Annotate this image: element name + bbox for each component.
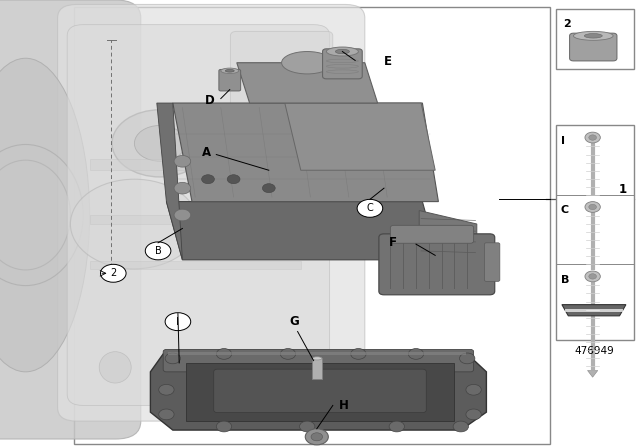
Ellipse shape [0, 58, 90, 372]
Circle shape [585, 202, 600, 212]
Circle shape [174, 182, 191, 194]
Bar [168, 352, 466, 355]
Text: C: C [561, 205, 569, 215]
Circle shape [589, 204, 596, 210]
Circle shape [216, 421, 232, 432]
Circle shape [585, 132, 600, 143]
Text: A: A [202, 146, 211, 159]
Bar [312, 358, 322, 379]
Circle shape [165, 353, 180, 364]
FancyBboxPatch shape [0, 0, 141, 439]
Circle shape [174, 209, 191, 221]
Polygon shape [173, 103, 438, 202]
Polygon shape [419, 211, 477, 260]
Ellipse shape [99, 352, 131, 383]
Text: B: B [561, 275, 569, 284]
Circle shape [216, 349, 232, 359]
FancyBboxPatch shape [570, 33, 617, 61]
Ellipse shape [157, 352, 189, 383]
Ellipse shape [225, 69, 234, 72]
Bar [90, 261, 301, 269]
Circle shape [159, 384, 174, 395]
Ellipse shape [312, 357, 322, 360]
Ellipse shape [214, 352, 246, 383]
FancyBboxPatch shape [214, 369, 426, 413]
Circle shape [351, 349, 366, 359]
Ellipse shape [221, 68, 239, 73]
FancyBboxPatch shape [230, 31, 333, 130]
Circle shape [70, 179, 198, 269]
FancyBboxPatch shape [58, 4, 365, 421]
Bar [556, 9, 634, 69]
Polygon shape [285, 103, 435, 170]
Circle shape [589, 274, 596, 279]
Circle shape [100, 264, 126, 282]
Text: C: C [367, 203, 373, 213]
Text: 476949: 476949 [575, 346, 614, 356]
FancyBboxPatch shape [163, 349, 474, 372]
Circle shape [159, 409, 174, 420]
FancyBboxPatch shape [67, 25, 330, 405]
Circle shape [466, 409, 481, 420]
Circle shape [112, 110, 208, 177]
Ellipse shape [584, 34, 602, 38]
Circle shape [453, 421, 468, 432]
Polygon shape [150, 354, 486, 430]
Ellipse shape [573, 31, 613, 40]
Circle shape [408, 349, 424, 359]
Polygon shape [157, 103, 182, 260]
Text: E: E [384, 55, 392, 69]
Ellipse shape [282, 52, 333, 74]
Circle shape [389, 421, 404, 432]
Bar [565, 309, 623, 312]
Text: H: H [339, 399, 349, 412]
Circle shape [280, 349, 296, 359]
Bar [90, 159, 301, 170]
Circle shape [466, 384, 481, 395]
Circle shape [165, 313, 191, 331]
FancyBboxPatch shape [323, 49, 362, 79]
Polygon shape [588, 370, 598, 377]
FancyBboxPatch shape [379, 234, 495, 295]
Polygon shape [186, 363, 454, 421]
Text: F: F [389, 236, 397, 250]
Circle shape [589, 135, 596, 140]
Text: 2: 2 [110, 268, 116, 278]
Circle shape [585, 271, 600, 282]
Circle shape [174, 155, 191, 167]
Text: I: I [561, 136, 564, 146]
Circle shape [305, 429, 328, 445]
Circle shape [300, 421, 315, 432]
Circle shape [145, 242, 171, 260]
Text: 1: 1 [619, 183, 627, 196]
Circle shape [134, 125, 186, 161]
Circle shape [460, 353, 475, 364]
Polygon shape [562, 305, 626, 316]
Bar [90, 215, 301, 224]
Circle shape [357, 199, 383, 217]
Text: I: I [177, 317, 179, 327]
Bar [74, 7, 550, 444]
FancyBboxPatch shape [390, 225, 474, 243]
Ellipse shape [335, 49, 349, 54]
Polygon shape [166, 202, 438, 260]
Polygon shape [237, 63, 378, 103]
Text: 2: 2 [563, 19, 571, 29]
FancyBboxPatch shape [219, 69, 241, 91]
FancyBboxPatch shape [484, 243, 500, 281]
Circle shape [311, 433, 323, 441]
Text: D: D [205, 94, 214, 108]
Circle shape [262, 184, 275, 193]
Text: B: B [155, 246, 161, 256]
Ellipse shape [326, 47, 358, 56]
Circle shape [227, 175, 240, 184]
Bar [556, 125, 634, 340]
Circle shape [202, 175, 214, 184]
Text: G: G [289, 315, 300, 328]
